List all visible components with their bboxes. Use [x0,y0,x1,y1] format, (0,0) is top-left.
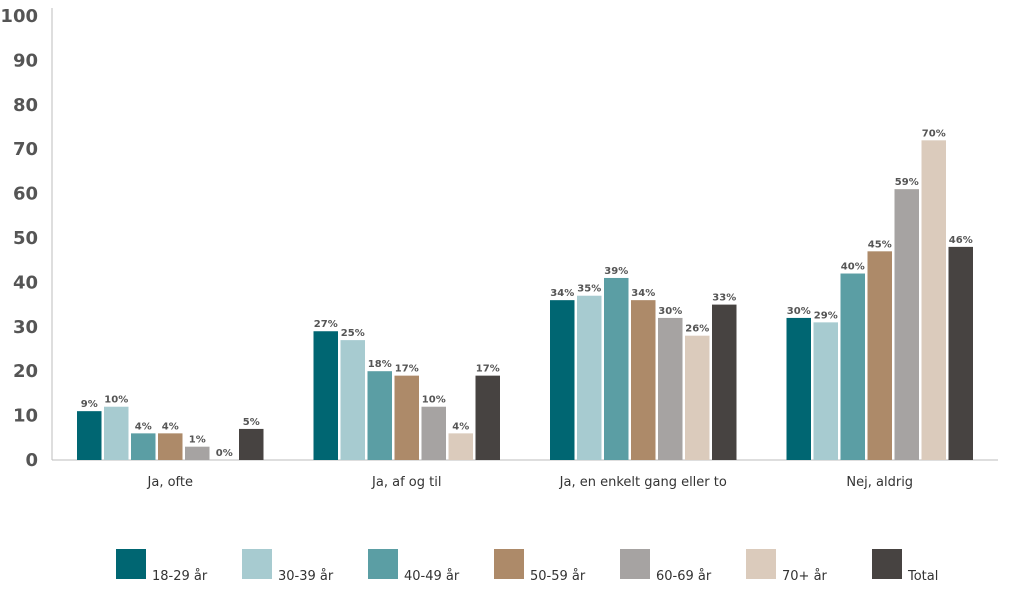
y-tick-label: 10 [13,406,38,427]
bar [840,273,865,460]
bar [577,295,602,460]
legend-swatch [872,549,902,579]
x-tick-label: Ja, af og til [371,475,441,490]
y-tick-label: 90 [13,50,38,71]
bars [77,140,973,460]
y-tick-label: 80 [13,95,38,116]
x-tick-label: Nej, aldrig [846,475,913,490]
bar [131,433,156,460]
data-label: 33% [712,293,736,304]
data-label: 59% [895,177,919,188]
bar [712,304,737,460]
bar [550,300,575,460]
data-label: 26% [685,324,709,335]
bar [685,335,710,460]
legend-swatch [116,549,146,579]
data-label: 1% [189,435,206,446]
legend-label: 70+ år [782,569,828,584]
legend-label: 60-69 år [656,569,712,584]
bar [158,433,183,460]
bar [658,317,683,460]
bar [948,246,973,460]
data-label: 4% [162,421,179,432]
data-label: 30% [658,306,682,317]
y-tick-label: 50 [13,228,38,249]
data-label: 39% [604,266,628,277]
data-label: 9% [81,399,98,410]
data-label: 17% [395,364,419,375]
data-labels: 9% 10%4% 4%1%0%5%27%25%18% 17%10%4%17%34% 35… [81,128,973,459]
x-tick-label: Ja, ofte [147,475,193,490]
y-tick-label: 0 [25,450,38,471]
data-label: 46% [949,235,973,246]
data-label: 4% [135,421,152,432]
legend-swatch [242,549,272,579]
legend-swatch [368,549,398,579]
bar [77,411,102,460]
legend-swatch [494,549,524,579]
bar [921,140,946,460]
data-label: 18% [368,359,392,370]
y-tick-label: 20 [13,361,38,382]
legend: 18-29 år 30-39 år 40-49 år 50-59 år 60-69 år… [116,549,938,584]
legend-label: 50-59 år [530,569,586,584]
bar [475,375,500,460]
data-label: 5% [243,417,260,428]
data-label: 34% [631,288,655,299]
bar [313,331,338,460]
data-label: 45% [868,239,892,250]
legend-label: 18-29 år [152,569,208,584]
bar [894,189,919,460]
data-label: 17% [476,364,500,375]
legend-label: 40-49 år [404,569,460,584]
bar [239,428,264,460]
bar [185,446,210,460]
legend-label: Total [907,569,938,584]
data-label: 4% [452,421,469,432]
data-label: 27% [314,319,338,330]
bar [448,433,473,460]
data-label: 70% [922,128,946,139]
y-axis: 0 10 20 30 40 50 60 70 80 90 100 [0,6,53,471]
y-tick-label: 100 [0,6,38,27]
data-label: 34% [550,288,574,299]
legend-label: 30-39 år [278,569,334,584]
y-tick-label: 40 [13,272,38,293]
bar [104,406,129,460]
y-tick-label: 70 [13,139,38,160]
bar [813,322,838,460]
bar [340,340,365,460]
legend-swatch [620,549,650,579]
bar [604,277,629,460]
bar [394,375,419,460]
data-label: 35% [577,284,601,295]
data-label: 25% [341,328,365,339]
bar [421,406,446,460]
data-label: 40% [841,262,865,273]
y-tick-label: 60 [13,184,38,205]
x-tick-label: Ja, en enkelt gang eller to [559,475,727,490]
bar [367,371,392,460]
data-label: 0% [216,448,233,459]
data-label: 30% [787,306,811,317]
data-label: 29% [814,310,838,321]
data-label: 10% [422,395,446,406]
x-axis: Ja, ofte Ja, af og til Ja, en enkelt gang … [52,459,998,490]
legend-swatch [746,549,776,579]
data-label: 10% [104,395,128,406]
y-tick-label: 30 [13,317,38,338]
bar [867,251,892,460]
bar [786,317,811,460]
bar [631,300,656,460]
